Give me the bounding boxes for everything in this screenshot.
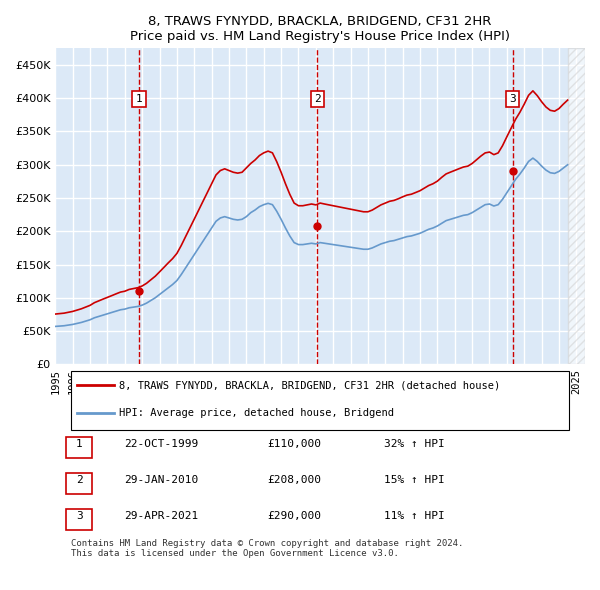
Text: 2: 2: [314, 94, 320, 104]
Text: £208,000: £208,000: [267, 475, 321, 485]
Text: 29-APR-2021: 29-APR-2021: [124, 511, 199, 521]
Text: 3: 3: [76, 511, 83, 521]
FancyBboxPatch shape: [66, 437, 92, 458]
Text: 3: 3: [509, 94, 516, 104]
FancyBboxPatch shape: [71, 371, 569, 430]
Text: 15% ↑ HPI: 15% ↑ HPI: [384, 475, 445, 485]
Title: 8, TRAWS FYNYDD, BRACKLA, BRIDGEND, CF31 2HR
Price paid vs. HM Land Registry's H: 8, TRAWS FYNYDD, BRACKLA, BRIDGEND, CF31…: [130, 15, 510, 43]
FancyBboxPatch shape: [66, 473, 92, 494]
Text: £290,000: £290,000: [267, 511, 321, 521]
Text: 1: 1: [136, 94, 142, 104]
Text: 8, TRAWS FYNYDD, BRACKLA, BRIDGEND, CF31 2HR (detached house): 8, TRAWS FYNYDD, BRACKLA, BRIDGEND, CF31…: [119, 381, 500, 391]
Text: £110,000: £110,000: [267, 440, 321, 450]
Text: Contains HM Land Registry data © Crown copyright and database right 2024.
This d: Contains HM Land Registry data © Crown c…: [71, 539, 464, 558]
Text: 29-JAN-2010: 29-JAN-2010: [124, 475, 199, 485]
Text: HPI: Average price, detached house, Bridgend: HPI: Average price, detached house, Brid…: [119, 408, 394, 418]
Bar: [568, 48, 585, 365]
Text: 2: 2: [76, 475, 83, 485]
Text: 11% ↑ HPI: 11% ↑ HPI: [384, 511, 445, 521]
FancyBboxPatch shape: [66, 509, 92, 530]
Text: 32% ↑ HPI: 32% ↑ HPI: [384, 440, 445, 450]
Text: 22-OCT-1999: 22-OCT-1999: [124, 440, 199, 450]
Text: 1: 1: [76, 440, 83, 450]
